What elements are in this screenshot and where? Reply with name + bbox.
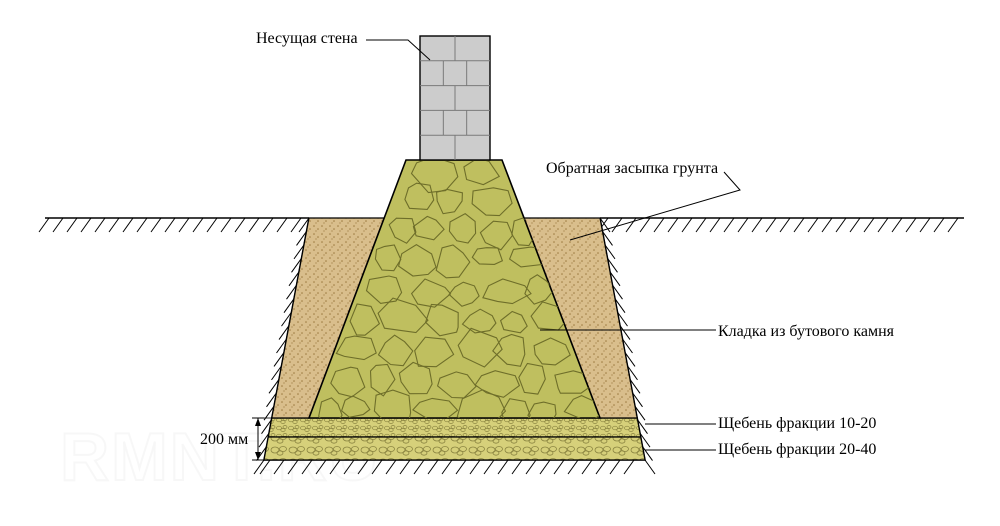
diagram-root: RMNT.RU Несущая стена Обратная засыпка г… [0,0,1000,526]
label-wall: Несущая стена [256,30,358,48]
label-dim-200: 200 мм [200,431,248,449]
gravel-fine [268,418,640,437]
label-gravel-coarse: Щебень фракции 20-40 [718,441,876,459]
label-backfill: Обратная засыпка грунта [546,160,718,178]
label-gravel-fine: Щебень фракции 10-20 [718,415,876,433]
label-rubble: Кладка из бутового камня [718,323,894,341]
bearing-wall [420,36,490,160]
gravel-coarse [264,437,645,460]
